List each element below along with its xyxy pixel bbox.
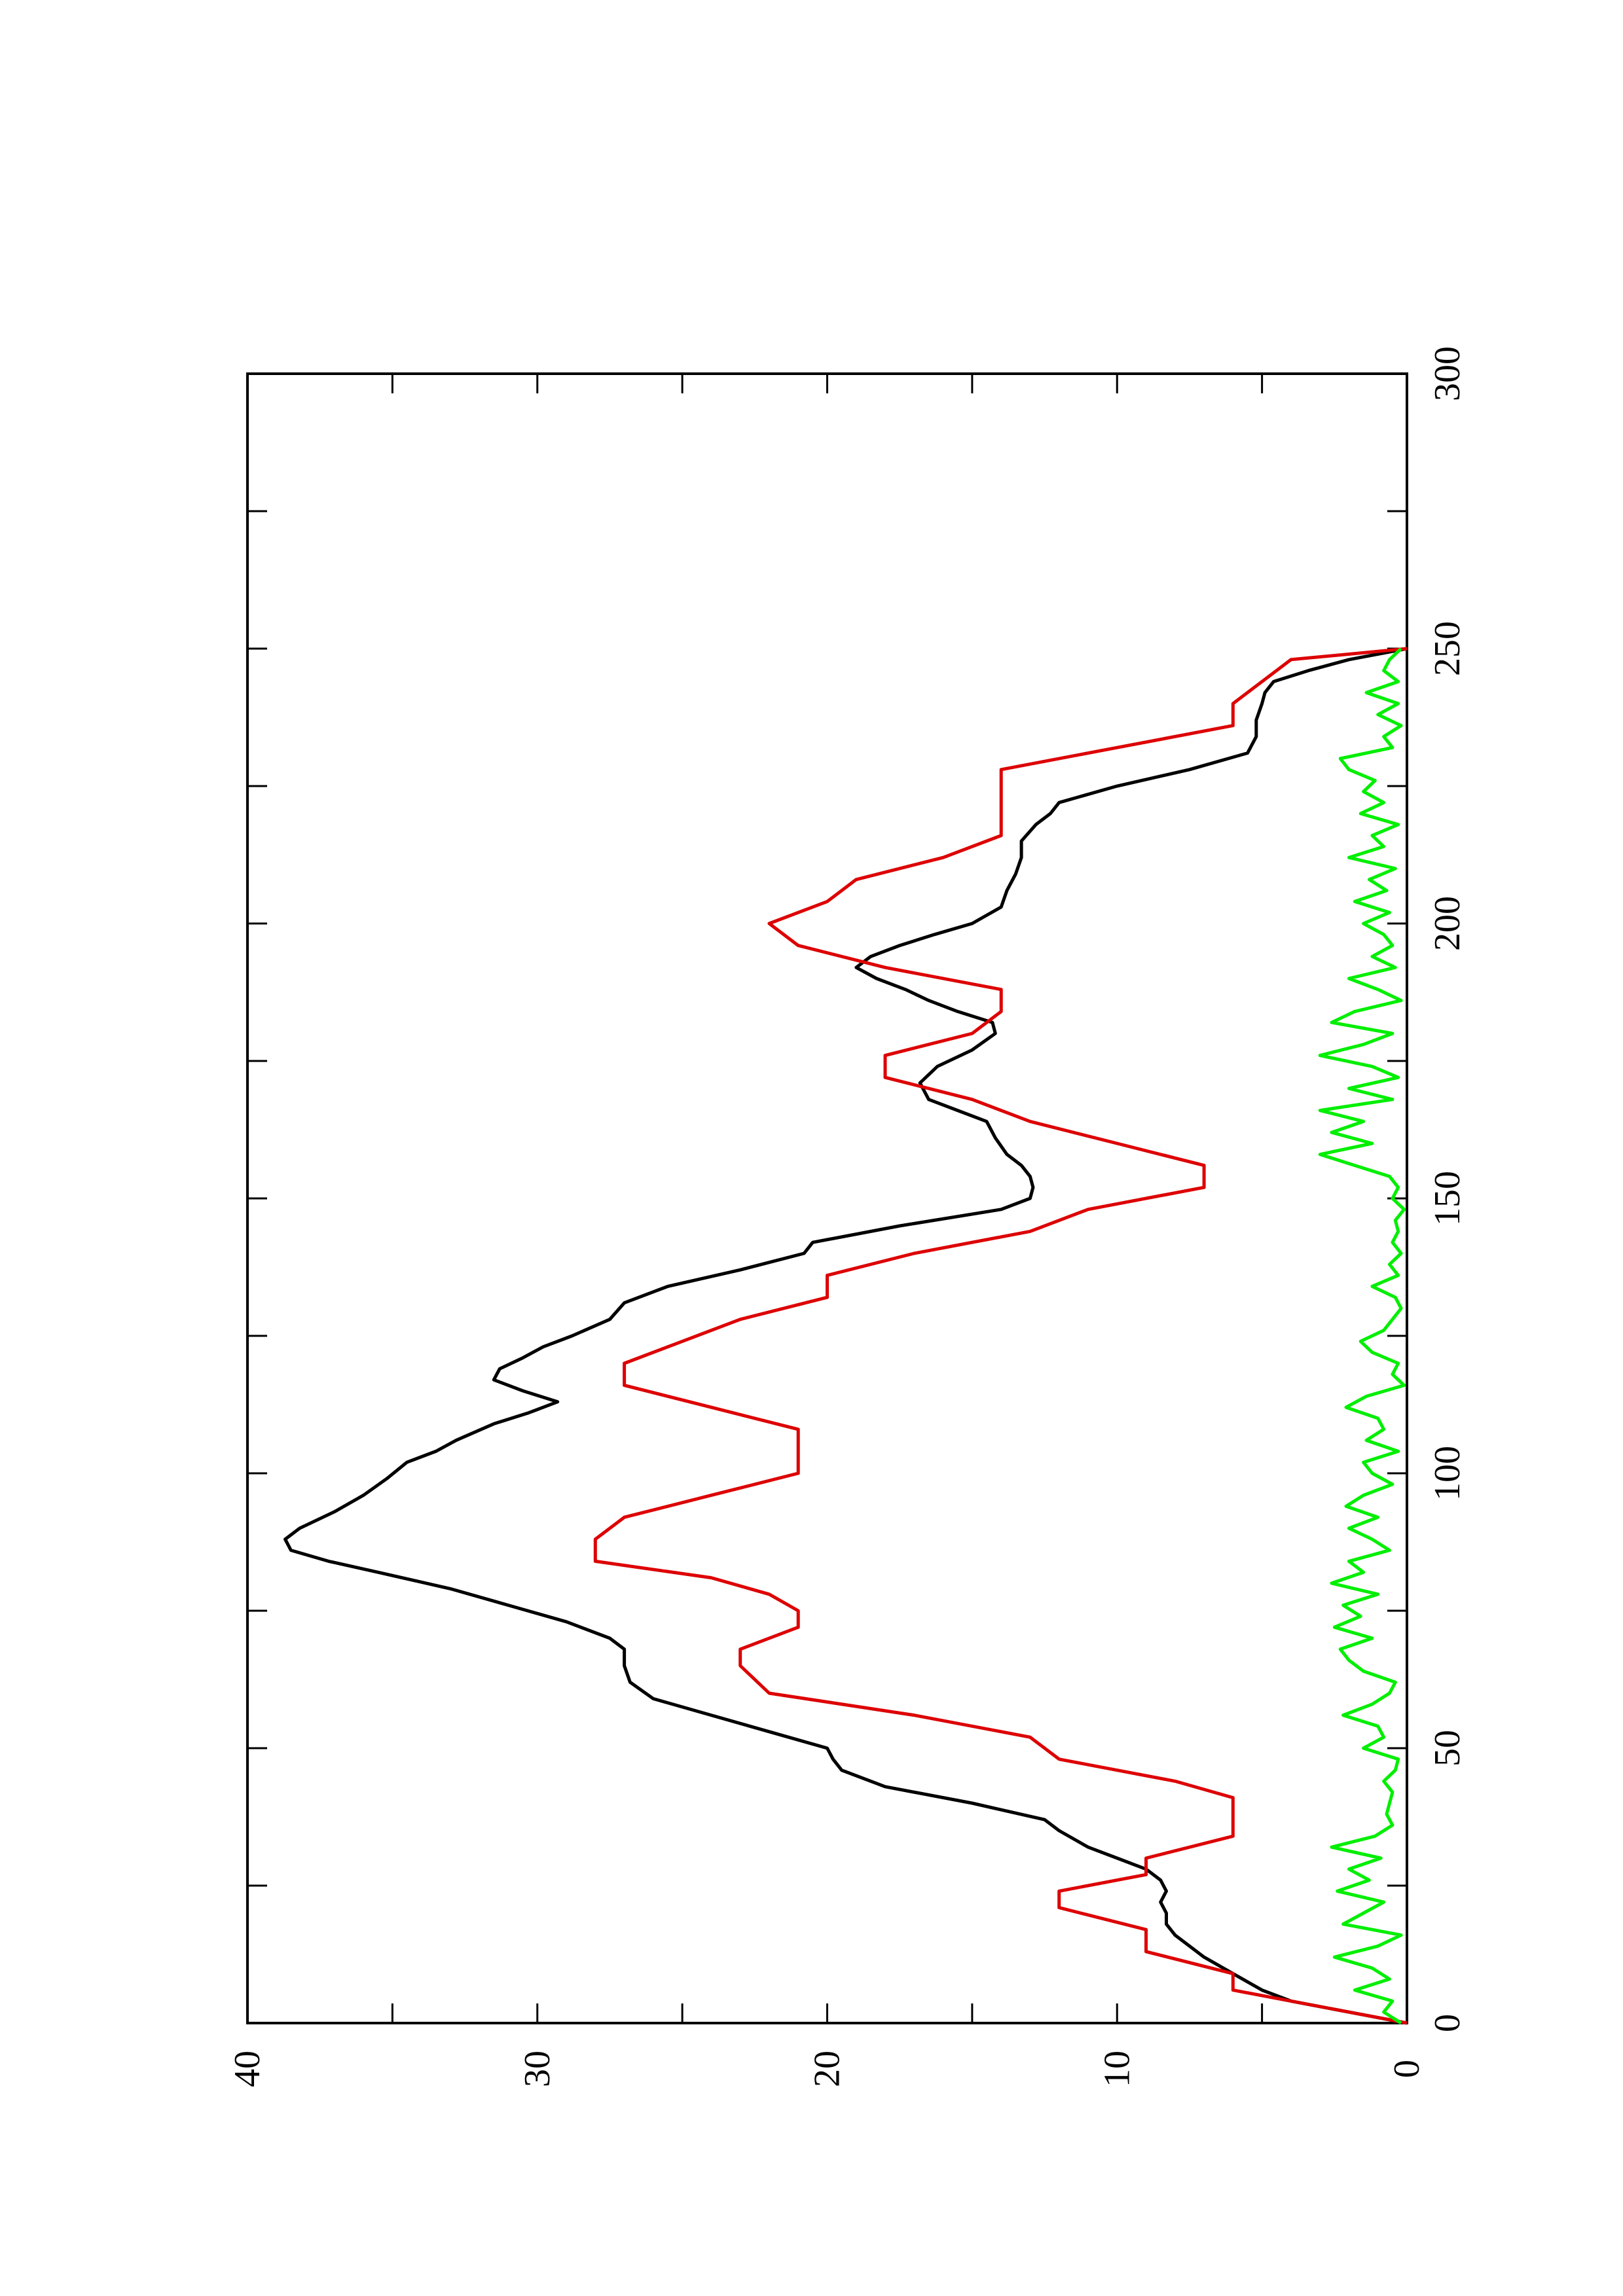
x-tick-label: 100 [1427, 1446, 1468, 1501]
y-tick-label: 30 [517, 2051, 558, 2087]
y-tick-label: 20 [807, 2051, 848, 2087]
axis-tick-labels: 0 50 100 150 200 250 300 0 10 20 30 40 [227, 346, 1468, 2087]
y-tick-label: 10 [1097, 2051, 1137, 2087]
series-line-3 [1318, 647, 1406, 2025]
x-tick-label: 300 [1427, 346, 1468, 401]
plot-frame [246, 372, 1408, 2024]
x-tick-label: 0 [1427, 2014, 1468, 2032]
x-tick-label: 150 [1427, 1171, 1468, 1226]
axis-ticks [246, 372, 1408, 2024]
series-line-2 [593, 647, 1408, 2025]
x-tick-label: 50 [1427, 1730, 1468, 1767]
series-layer [283, 647, 1408, 2025]
x-tick-label: 250 [1427, 621, 1468, 676]
series-line-1 [283, 647, 1408, 2025]
y-tick-label: 40 [227, 2051, 268, 2087]
x-tick-label: 200 [1427, 896, 1468, 951]
y-tick-label: 0 [1387, 2060, 1427, 2078]
plot-area [246, 372, 1408, 2024]
